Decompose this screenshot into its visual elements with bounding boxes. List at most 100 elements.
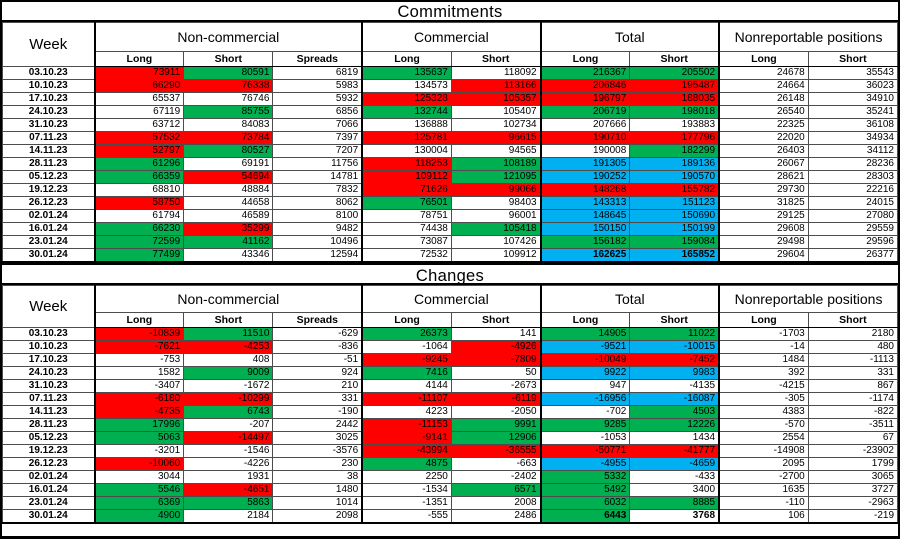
- value-cell: 109912: [450, 248, 542, 263]
- value-cell: 9482: [272, 222, 363, 236]
- value-cell: 206719: [539, 105, 631, 119]
- value-cell: 72532: [361, 248, 452, 263]
- subheader-t-long: Long: [539, 51, 631, 67]
- value-cell: 331: [807, 366, 898, 380]
- value-cell: 73087: [361, 235, 452, 249]
- value-cell: 4503: [629, 405, 720, 419]
- subheader-nc-long: Long: [93, 51, 185, 67]
- value-cell: 2486: [450, 509, 542, 524]
- group-header-commercial: Commercial: [361, 285, 542, 313]
- value-cell: -190: [272, 405, 363, 419]
- value-cell: 41162: [183, 235, 274, 249]
- table-row: 23.01.24 6369 5863 1014 -1351 2008 6032 8885 -11…: [2, 496, 898, 510]
- value-cell: -23902: [807, 444, 898, 458]
- subheader-nc-long: Long: [93, 312, 185, 328]
- value-cell: 57532: [93, 131, 185, 145]
- value-cell: -433: [629, 470, 720, 484]
- value-cell: 148645: [539, 209, 631, 223]
- value-cell: 109112: [361, 170, 452, 184]
- value-cell: 143313: [539, 196, 631, 210]
- table-row: 30.01.24 4900 2184 2098 -555 2486 6443 3768 106-…: [2, 509, 898, 524]
- value-cell: 118092: [450, 66, 542, 80]
- value-cell: 3065: [807, 470, 898, 484]
- value-cell: 7207: [272, 144, 363, 158]
- value-cell: 84083: [183, 118, 274, 132]
- value-cell: 72599: [93, 235, 185, 249]
- value-cell: 9991: [450, 418, 542, 432]
- value-cell: 4900: [93, 509, 185, 524]
- value-cell: 162625: [539, 248, 631, 263]
- value-cell: 11756: [272, 157, 363, 171]
- value-cell: 5983: [272, 79, 363, 93]
- value-cell: 52797: [93, 144, 185, 158]
- value-cell: 14905: [539, 327, 631, 341]
- changes-rows: 03.10.23 -10839 11510 -629 26373 141 14905 1102…: [2, 327, 898, 524]
- value-cell: -6180: [93, 392, 185, 406]
- value-cell: -36555: [450, 444, 542, 458]
- value-cell: 1799: [807, 457, 898, 471]
- value-cell: 177796: [629, 131, 720, 145]
- group-header-noncommercial: Non-commercial: [93, 22, 363, 52]
- week-cell: 30.01.24: [2, 509, 95, 524]
- value-cell: 7832: [272, 183, 363, 197]
- value-cell: 135637: [361, 66, 452, 80]
- value-cell: -4955: [539, 457, 631, 471]
- table-row: 28.11.23 17996 -207 2442 -11153 9991 9285 12226…: [2, 418, 898, 432]
- value-cell: -1064: [361, 340, 452, 354]
- value-cell: 28621: [718, 170, 809, 184]
- value-cell: 35241: [807, 105, 898, 119]
- value-cell: 182299: [629, 144, 720, 158]
- value-cell: 130004: [361, 144, 452, 158]
- value-cell: 2098: [272, 509, 363, 524]
- value-cell: -1672: [183, 379, 274, 393]
- value-cell: 54694: [183, 170, 274, 184]
- value-cell: 1014: [272, 496, 363, 510]
- subheader-t-short: Short: [629, 312, 720, 328]
- value-cell: -4135: [629, 379, 720, 393]
- value-cell: -4926: [450, 340, 542, 354]
- table-row: 23.01.24 72599 41162 10496 73087 107426 156182…: [2, 235, 898, 249]
- value-cell: 150150: [539, 222, 631, 236]
- value-cell: 61296: [93, 157, 185, 171]
- value-cell: 29596: [807, 235, 898, 249]
- value-cell: 195487: [629, 79, 720, 93]
- value-cell: 165852: [629, 248, 720, 263]
- value-cell: 105357: [450, 92, 542, 106]
- value-cell: 2442: [272, 418, 363, 432]
- table-row: 02.01.24 3044 1931 38 2250 -2402 5332 -433 -2700…: [2, 470, 898, 484]
- value-cell: 118253: [361, 157, 452, 171]
- value-cell: 189136: [629, 157, 720, 171]
- value-cell: 193883: [629, 118, 720, 132]
- value-cell: 190252: [539, 170, 631, 184]
- commitments-table: Week Non-commercial Commercial Total Non…: [2, 22, 898, 263]
- value-cell: 76338: [183, 79, 274, 93]
- group-header-nonreportable: Nonreportable positions: [718, 22, 898, 52]
- week-cell: 26.12.23: [2, 457, 95, 471]
- value-cell: 28303: [807, 170, 898, 184]
- week-cell: 19.12.23: [2, 444, 95, 458]
- value-cell: 43346: [183, 248, 274, 263]
- table-row: 19.12.23 -3201 -1546 -3576 -43994 -36555 -5077…: [2, 444, 898, 458]
- group-header-total: Total: [539, 285, 720, 313]
- value-cell: 71626: [361, 183, 452, 197]
- value-cell: 2184: [183, 509, 274, 524]
- week-cell: 23.01.24: [2, 496, 95, 510]
- value-cell: -629: [272, 327, 363, 341]
- subheader-nr-short: Short: [807, 312, 898, 328]
- table-row: 30.01.24 77499 43346 12594 72532 109912 162625…: [2, 248, 898, 263]
- value-cell: -4215: [718, 379, 809, 393]
- group-header-noncommercial: Non-commercial: [93, 285, 363, 313]
- value-cell: -836: [272, 340, 363, 354]
- value-cell: 27080: [807, 209, 898, 223]
- value-cell: 65537: [93, 92, 185, 106]
- value-cell: 34112: [807, 144, 898, 158]
- value-cell: 94565: [450, 144, 542, 158]
- week-cell: 10.10.23: [2, 340, 95, 354]
- week-cell: 31.10.23: [2, 379, 95, 393]
- value-cell: 7416: [361, 366, 452, 380]
- value-cell: 4875: [361, 457, 452, 471]
- value-cell: 11510: [183, 327, 274, 341]
- value-cell: 132744: [361, 105, 452, 119]
- value-cell: 924: [272, 366, 363, 380]
